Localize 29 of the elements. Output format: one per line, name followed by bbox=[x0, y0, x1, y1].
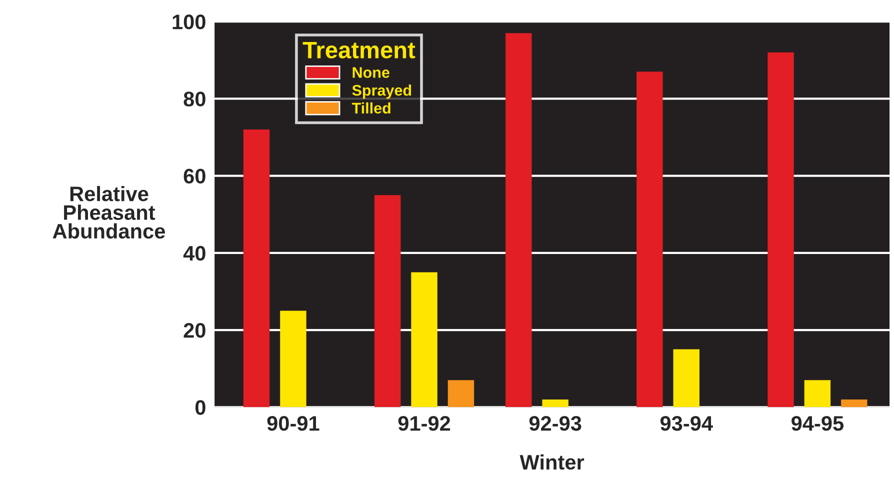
x-tick-label: 93-94 bbox=[660, 416, 713, 431]
bar bbox=[636, 72, 663, 408]
x-tick-label: 92-93 bbox=[529, 416, 582, 431]
y-tick-label: 40 bbox=[183, 246, 206, 261]
y-tick-label: 0 bbox=[195, 400, 206, 415]
legend-label: Sprayed bbox=[352, 84, 412, 99]
x-tick-label: 94-95 bbox=[792, 416, 844, 431]
y-tick-label: 60 bbox=[184, 168, 206, 184]
x-tick-label: 91-92 bbox=[398, 416, 450, 431]
bar bbox=[374, 195, 401, 408]
bar bbox=[542, 399, 568, 408]
bar bbox=[804, 380, 831, 408]
x-axis-title: Winter bbox=[520, 454, 584, 470]
legend-label: None bbox=[352, 67, 390, 78]
x-tick-label: 90-91 bbox=[267, 416, 320, 431]
bar bbox=[280, 310, 306, 408]
legend-title: Treatment bbox=[302, 42, 416, 58]
y-axis-title: Relative Pheasant Abundance bbox=[52, 186, 165, 239]
bar bbox=[448, 380, 474, 408]
bar bbox=[768, 52, 794, 408]
bar bbox=[841, 399, 868, 408]
y-tick-label: 100 bbox=[172, 14, 206, 30]
y-tick-label: 20 bbox=[184, 323, 206, 338]
bar bbox=[411, 272, 438, 408]
bar bbox=[506, 33, 532, 408]
legend-label: Tilled bbox=[352, 102, 390, 114]
bar bbox=[673, 349, 700, 408]
y-tick-label: 80 bbox=[184, 92, 206, 106]
bar bbox=[243, 130, 270, 408]
